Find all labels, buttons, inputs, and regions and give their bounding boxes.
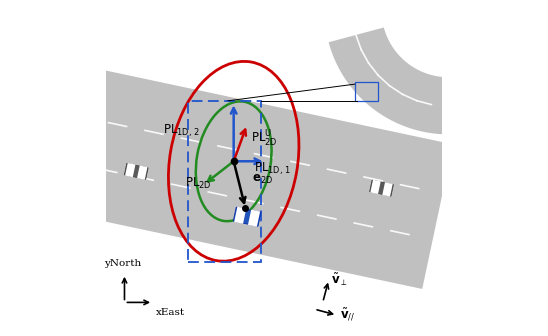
Text: xEast: xEast xyxy=(156,308,185,318)
Bar xyxy=(355,82,378,101)
Text: $\tilde{\mathbf{v}}_{\perp}$: $\tilde{\mathbf{v}}_{\perp}$ xyxy=(332,271,348,288)
Text: $\mathrm{PL_{1D,\,1}}$: $\mathrm{PL_{1D,\,1}}$ xyxy=(254,161,291,177)
Polygon shape xyxy=(124,163,148,179)
Polygon shape xyxy=(383,182,393,197)
Text: yNorth: yNorth xyxy=(104,259,141,268)
Text: $\mathbf{e}_{\mathrm{2D}}$: $\mathbf{e}_{\mathrm{2D}}$ xyxy=(252,173,273,186)
Polygon shape xyxy=(329,28,447,134)
Polygon shape xyxy=(233,207,261,226)
Polygon shape xyxy=(369,180,393,196)
Polygon shape xyxy=(28,60,453,289)
Polygon shape xyxy=(137,166,147,180)
Text: $\mathrm{PL_{2D}}$: $\mathrm{PL_{2D}}$ xyxy=(185,176,212,191)
Text: $\tilde{\mathbf{v}}_{//}$: $\tilde{\mathbf{v}}_{//}$ xyxy=(340,307,355,323)
Text: $\mathrm{PL_{2D}^{U}}$: $\mathrm{PL_{2D}^{U}}$ xyxy=(251,129,278,150)
Bar xyxy=(189,101,260,262)
Polygon shape xyxy=(125,163,135,177)
Text: $\mathrm{PL_{1D,\,2}}$: $\mathrm{PL_{1D,\,2}}$ xyxy=(163,123,200,139)
Polygon shape xyxy=(248,210,260,227)
Polygon shape xyxy=(234,207,246,224)
Polygon shape xyxy=(370,180,381,194)
